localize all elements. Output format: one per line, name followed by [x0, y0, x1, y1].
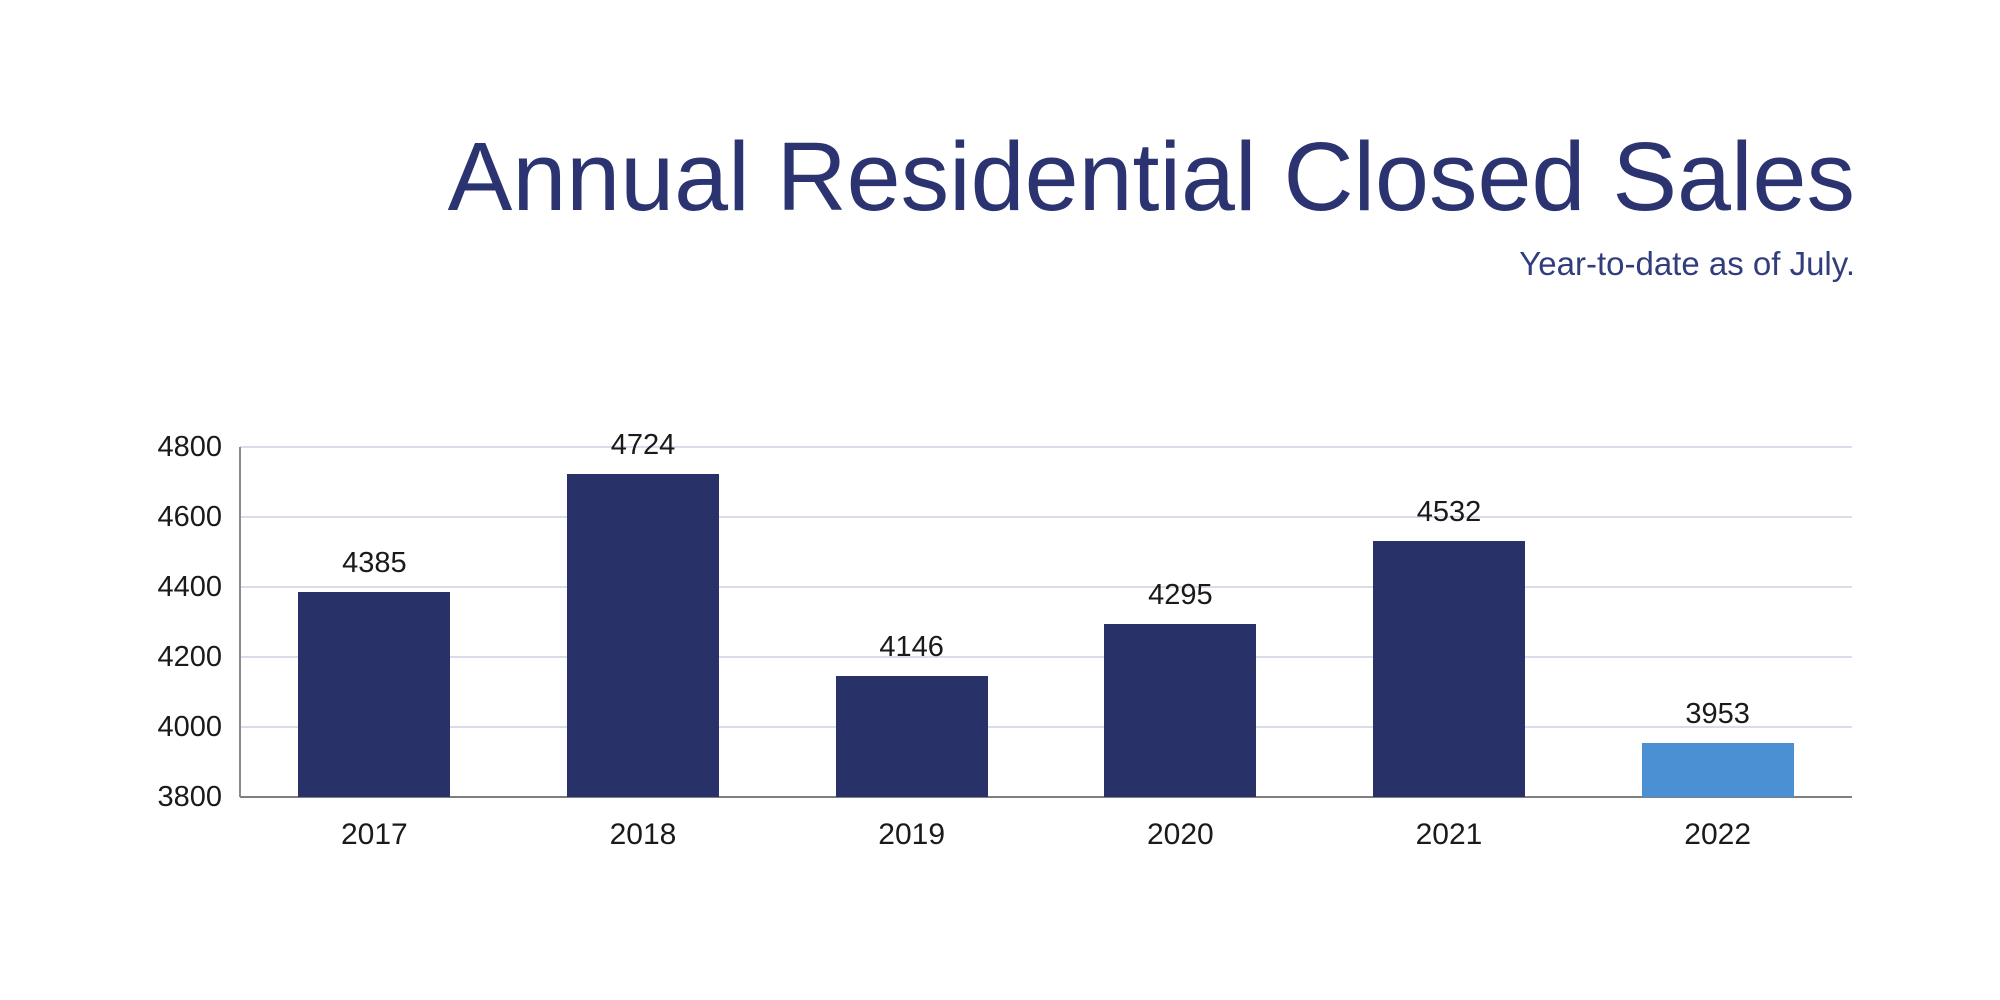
bar-2017 [298, 592, 451, 797]
x-category-label-2020: 2020 [1146, 818, 1214, 851]
x-category-label-2017: 2017 [340, 818, 408, 851]
bar-value-label-2020: 4295 [1148, 578, 1213, 611]
bar-value-label-2022: 3953 [1685, 698, 1750, 731]
bar-2019 [835, 675, 988, 797]
y-tick-label-4600: 4600 [157, 501, 222, 533]
gridline-4800 [240, 446, 1852, 448]
bar-2018 [567, 473, 719, 797]
gridline-4000 [240, 726, 1852, 728]
y-axis-line [239, 447, 241, 797]
page-subtitle: Year-to-date as of July. [1519, 245, 1855, 282]
gridline-4600 [240, 516, 1852, 518]
x-category-label-2022: 2022 [1684, 818, 1752, 851]
gridline-4400 [240, 586, 1852, 588]
y-tick-label-3800: 3800 [157, 781, 222, 813]
chart-header: Annual Residential Closed Sales Year-to-… [448, 128, 1855, 280]
gridline-4200 [240, 656, 1852, 658]
bar-value-label-2018: 4724 [610, 428, 676, 461]
bar-2021 [1373, 540, 1525, 797]
page-title: Annual Residential Closed Sales [447, 122, 1855, 231]
y-tick-label-4800: 4800 [157, 431, 222, 463]
x-category-label-2021: 2021 [1415, 818, 1483, 851]
y-tick-label-4200: 4200 [157, 641, 222, 673]
bar-2020 [1104, 623, 1257, 797]
bar-value-label-2019: 4146 [879, 630, 944, 663]
bar-value-label-2021: 4532 [1416, 495, 1482, 528]
bar-2022 [1641, 743, 1794, 797]
bar-value-label-2017: 4385 [342, 547, 407, 580]
x-category-label-2019: 2019 [878, 818, 946, 851]
y-tick-label-4000: 4000 [157, 711, 222, 743]
x-category-label-2018: 2018 [609, 818, 677, 851]
y-tick-label-4400: 4400 [157, 571, 222, 603]
x-axis-line [240, 796, 1852, 798]
